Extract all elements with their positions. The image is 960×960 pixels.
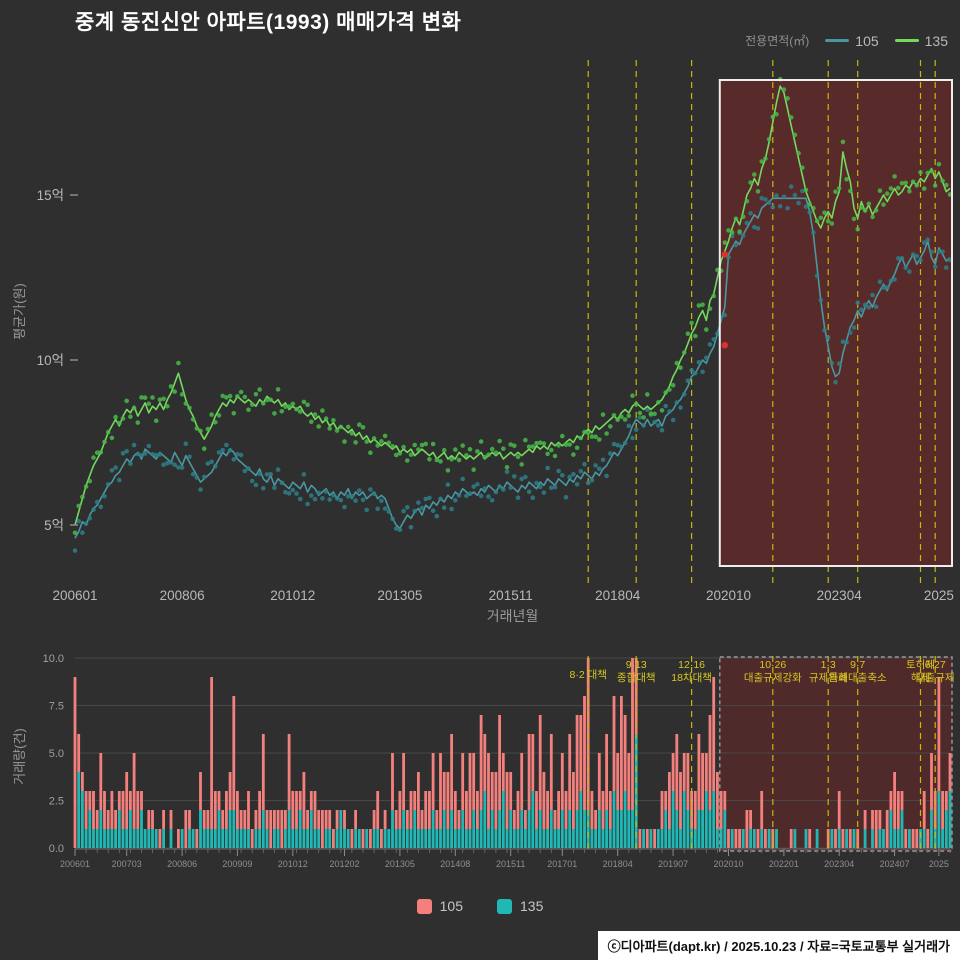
policy-label: 해제 bbox=[911, 671, 930, 684]
svg-text:10억: 10억 bbox=[37, 353, 64, 368]
series-135 bbox=[72, 76, 953, 536]
line-swatch-135 bbox=[894, 39, 919, 42]
svg-text:201804: 201804 bbox=[603, 859, 633, 869]
policy-label: 종합대책 bbox=[617, 672, 656, 684]
svg-text:200703: 200703 bbox=[112, 859, 142, 869]
axes: 5억 10억 15억 200601 200806 201012 201305 201511 20… bbox=[37, 188, 954, 869]
legend-label-105: 105 bbox=[855, 32, 879, 49]
svg-text:202010: 202010 bbox=[713, 859, 743, 869]
svg-text:200909: 200909 bbox=[222, 859, 252, 869]
svg-text:5억: 5억 bbox=[44, 518, 64, 533]
svg-text:10.0: 10.0 bbox=[43, 653, 64, 665]
policy-label: 9·7 bbox=[850, 659, 865, 671]
svg-text:202010: 202010 bbox=[706, 588, 751, 603]
page-title: 중계 동진신안 아파트(1993) 매매가격 변화 bbox=[75, 11, 462, 34]
highlight-marker bbox=[721, 342, 728, 349]
svg-text:201012: 201012 bbox=[270, 588, 315, 603]
volume-legend-item-105[interactable]: 105 bbox=[416, 898, 463, 914]
volume-legend-item-135[interactable]: 135 bbox=[497, 898, 543, 914]
svg-text:7.5: 7.5 bbox=[49, 701, 64, 713]
policy-label: 8·2 대책 bbox=[569, 669, 606, 681]
svg-text:5.0: 5.0 bbox=[49, 748, 64, 760]
volume-legend: 105 135 bbox=[0, 898, 960, 914]
line-swatch-105 bbox=[825, 39, 850, 42]
policy-label: 1·3 bbox=[821, 659, 836, 671]
svg-text:0.0: 0.0 bbox=[49, 843, 64, 855]
svg-text:200601: 200601 bbox=[52, 588, 97, 603]
series-105 bbox=[72, 184, 953, 553]
svg-text:201305: 201305 bbox=[385, 859, 415, 869]
svg-text:2025: 2025 bbox=[924, 588, 954, 603]
svg-text:202201: 202201 bbox=[769, 859, 799, 869]
x-axis-title: 거래년월 bbox=[486, 608, 539, 624]
policy-label: 6·27 bbox=[925, 659, 946, 671]
series-line-135 bbox=[74, 85, 951, 526]
area-legend-title: 전용면적(㎡) bbox=[745, 34, 810, 48]
legend-item-135[interactable]: 135 bbox=[894, 32, 948, 49]
svg-text:201012: 201012 bbox=[278, 859, 308, 869]
svg-text:201907: 201907 bbox=[658, 859, 688, 869]
svg-text:200806: 200806 bbox=[167, 859, 197, 869]
highlight-regions bbox=[719, 80, 952, 851]
legend-label-135: 135 bbox=[924, 32, 948, 49]
svg-text:201408: 201408 bbox=[440, 859, 470, 869]
svg-text:201511: 201511 bbox=[489, 588, 533, 603]
highlight-marker bbox=[721, 251, 728, 258]
volume-grid bbox=[75, 657, 950, 849]
policy-label: 18차대책 bbox=[671, 672, 712, 684]
policy-label: 대출규제 bbox=[916, 672, 955, 684]
bar-swatch-105 bbox=[416, 898, 432, 914]
svg-text:200601: 200601 bbox=[60, 859, 90, 869]
highlight-borders bbox=[718, 79, 953, 852]
svg-text:200806: 200806 bbox=[160, 588, 205, 603]
policy-label: 특례대출축소 bbox=[829, 672, 887, 684]
svg-text:15억: 15억 bbox=[37, 188, 64, 203]
policy-label: 규제완화 bbox=[809, 671, 848, 684]
svg-text:201701: 201701 bbox=[547, 859, 577, 869]
svg-text:202304: 202304 bbox=[817, 588, 863, 603]
svg-text:202304: 202304 bbox=[824, 859, 854, 869]
svg-text:202407: 202407 bbox=[880, 859, 910, 869]
policy-label: 10·26 bbox=[759, 659, 786, 671]
legend-item-105[interactable]: 105 bbox=[825, 32, 879, 49]
area-legend: 전용면적(㎡) 105 135 bbox=[745, 32, 948, 49]
recent-trade-markers bbox=[721, 251, 728, 349]
policy-label: 9·13 bbox=[626, 659, 647, 671]
policy-label: 12·16 bbox=[678, 659, 705, 671]
volume-legend-label-105: 105 bbox=[439, 898, 463, 914]
svg-text:201202: 201202 bbox=[329, 859, 359, 869]
bar-swatch-135 bbox=[497, 898, 512, 914]
svg-text:201804: 201804 bbox=[595, 588, 641, 603]
footer-credit: ⓒ디아파트(dapt.kr) / 2025.10.23 / 자료=국토교통부 실… bbox=[597, 931, 960, 960]
policy-label: 토허제 bbox=[906, 659, 935, 671]
svg-text:2.5: 2.5 bbox=[49, 796, 64, 808]
svg-text:201305: 201305 bbox=[377, 588, 422, 603]
svg-text:201511: 201511 bbox=[496, 859, 525, 869]
volume-legend-label-135: 135 bbox=[520, 898, 544, 914]
svg-text:2025: 2025 bbox=[929, 859, 949, 869]
policy-label: 대출규제강화 bbox=[744, 672, 802, 684]
